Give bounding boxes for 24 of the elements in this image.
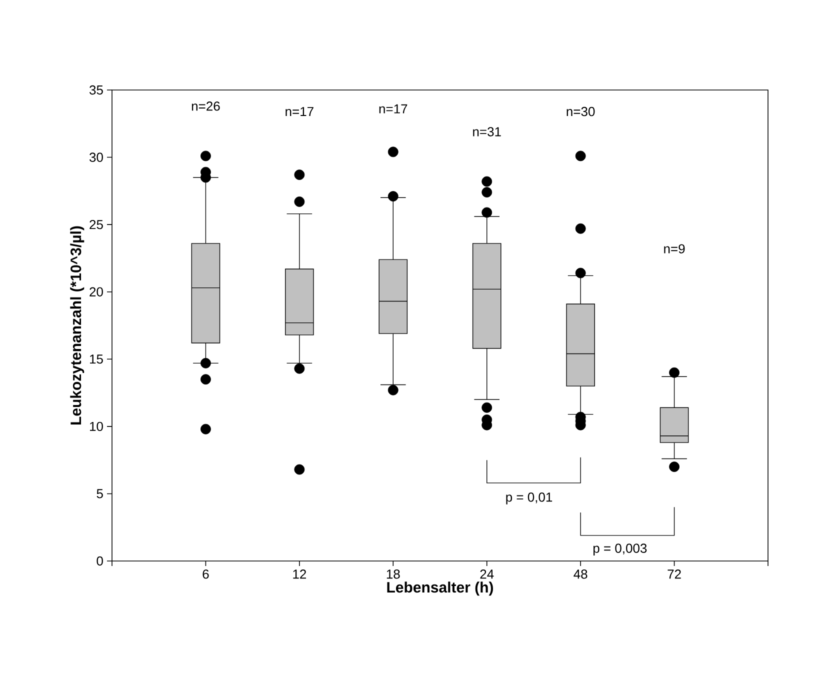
x-tick-label: 24 xyxy=(480,570,494,579)
y-tick-label: 0 xyxy=(96,556,103,566)
annotation: p = 0,01 xyxy=(506,492,552,504)
annotation: n=26 xyxy=(192,102,220,111)
annotation: p = 0,003 xyxy=(593,544,647,556)
y-tick-label: 35 xyxy=(90,85,103,95)
y-tick-label: 5 xyxy=(96,489,103,498)
x-axis-title: Lebensalter (h) xyxy=(387,582,493,596)
x-tick-label: 12 xyxy=(293,570,306,579)
y-tick-label: 30 xyxy=(90,152,103,162)
annotation: n=30 xyxy=(566,106,595,116)
annotation: n=9 xyxy=(664,244,685,254)
y-tick-label: 10 xyxy=(90,422,103,432)
x-tick-label: 72 xyxy=(668,570,681,579)
y-tick-label: 25 xyxy=(90,220,103,230)
x-tick-label: 6 xyxy=(202,570,209,579)
y-tick-label: 20 xyxy=(90,287,103,296)
annotation: n=17 xyxy=(286,107,314,116)
annotation: n=31 xyxy=(473,127,501,136)
annotation: n=17 xyxy=(379,104,408,114)
x-tick-label: 18 xyxy=(386,570,400,579)
x-tick-label: 48 xyxy=(574,570,588,579)
y-axis-title: Leukozytenanzahl (*10^3/µl) xyxy=(70,226,84,424)
y-tick-label: 15 xyxy=(90,354,103,364)
